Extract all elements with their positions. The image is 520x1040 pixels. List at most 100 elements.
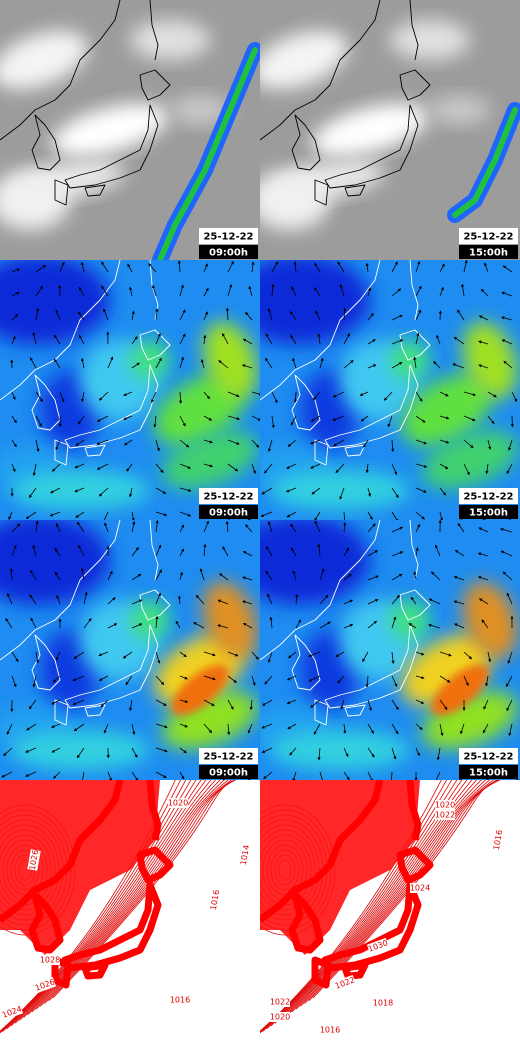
- wind-arrow: [28, 699, 37, 710]
- wind-arrow: [319, 771, 323, 780]
- wind-arrow: [227, 284, 233, 297]
- wind-arrow: [436, 747, 441, 761]
- wind-arrow: [129, 487, 133, 498]
- wind-arrow: [477, 552, 489, 557]
- wind-arrow: [367, 364, 377, 369]
- wind-arrow: [391, 314, 403, 321]
- isobar-label-bg: [435, 810, 455, 820]
- wind-arrow: [128, 699, 133, 712]
- wind-arrow: [343, 747, 349, 757]
- wind-arrow: [367, 523, 376, 533]
- wind-arrow: [11, 391, 16, 401]
- wind-arrow: [290, 334, 297, 345]
- wind-arrow: [261, 487, 273, 495]
- wind-arrow: [452, 363, 465, 369]
- date-label: 25-12-22: [463, 492, 513, 503]
- wind-arrow: [155, 308, 159, 321]
- wind-arrow: [267, 593, 273, 605]
- wind-arrow: [439, 487, 447, 496]
- wind-arrow: [123, 391, 133, 396]
- wind-arrow: [332, 391, 345, 398]
- wind-arrow: [314, 520, 321, 533]
- wind-arrow: [241, 364, 253, 369]
- wind-arrow: [35, 285, 43, 297]
- wind-arrow: [30, 569, 37, 581]
- isobar: [0, 780, 187, 1034]
- wind-arrow: [454, 623, 465, 629]
- wind-arrow: [75, 511, 85, 518]
- isobar-label: 1022: [270, 998, 290, 1007]
- wind-arrow: [155, 569, 162, 581]
- wind-arrow: [310, 699, 321, 708]
- wind-arrow: [292, 771, 297, 780]
- blob: [401, 373, 493, 447]
- wind-arrow: [391, 675, 398, 687]
- wind-arrow: [335, 463, 345, 474]
- wind-arrow: [439, 511, 444, 520]
- blob: [260, 260, 370, 345]
- wind-arrow: [28, 487, 37, 499]
- wind-arrow: [415, 463, 428, 468]
- isobar-label-bg: [27, 849, 41, 871]
- wind-arrow: [463, 675, 469, 686]
- wind-arrow: [289, 311, 297, 321]
- wind-arrow: [75, 439, 85, 446]
- wind-arrow: [271, 283, 275, 297]
- wind-arrow: [308, 651, 321, 657]
- wind-arrow: [387, 415, 393, 428]
- wind-arrow: [508, 723, 513, 737]
- wind-arrow: [29, 357, 37, 369]
- wind-arrow: [453, 336, 465, 345]
- wind-arrow: [340, 699, 345, 710]
- wind-arrow: [367, 550, 378, 557]
- wind-arrow: [249, 699, 253, 711]
- wind-arrow: [242, 576, 253, 581]
- wind-arrow: [313, 287, 321, 297]
- wind-arrow: [153, 415, 157, 428]
- wind-arrow: [415, 699, 425, 704]
- map-panel: 25-12-22 09:00h: [0, 260, 260, 520]
- time-label: 15:00h: [469, 508, 508, 519]
- wind-arrow: [463, 651, 473, 660]
- wind-arrow: [415, 487, 427, 493]
- wind-arrow: [148, 263, 157, 273]
- wind-arrow: [227, 415, 241, 421]
- wind-arrow: [415, 260, 421, 273]
- wind-arrow: [251, 415, 260, 421]
- blob: [260, 30, 348, 90]
- wind-arrow: [245, 311, 253, 321]
- wind-arrow: [30, 617, 37, 629]
- wind-arrow: [415, 511, 425, 520]
- wind-arrow: [264, 675, 273, 685]
- wind-arrow: [55, 439, 61, 451]
- rain-core: [452, 107, 518, 218]
- wind-arrow: [319, 594, 329, 605]
- wind-arrow: [222, 332, 229, 345]
- date-label: 25-12-22: [203, 232, 253, 243]
- wind-arrow: [454, 549, 465, 557]
- wind-arrow: [245, 524, 253, 533]
- wind-arrow: [78, 544, 85, 557]
- isobar-label: 1020: [168, 799, 188, 808]
- wind-arrow: [242, 600, 253, 605]
- isobar: [52, 780, 236, 999]
- wind-arrow: [179, 356, 184, 369]
- wind-arrow: [501, 291, 513, 297]
- wind-arrow: [107, 570, 113, 581]
- wind-arrow: [49, 511, 61, 517]
- date-label: 25-12-22: [203, 492, 253, 503]
- wind-arrow: [11, 268, 21, 273]
- blob: [390, 340, 430, 380]
- blob: [0, 260, 110, 345]
- isobar-label-bg: [491, 829, 505, 851]
- wind-arrow: [339, 487, 345, 500]
- wind-arrow: [11, 313, 19, 321]
- isobar-label: 1016: [170, 996, 190, 1005]
- wind-arrow: [271, 261, 279, 273]
- blob: [130, 340, 170, 380]
- wind-arrow: [502, 571, 513, 581]
- wind-arrow: [179, 771, 185, 780]
- wind-arrow: [310, 415, 321, 422]
- time-label: 09:00h: [209, 248, 248, 259]
- wind-arrow: [413, 356, 417, 369]
